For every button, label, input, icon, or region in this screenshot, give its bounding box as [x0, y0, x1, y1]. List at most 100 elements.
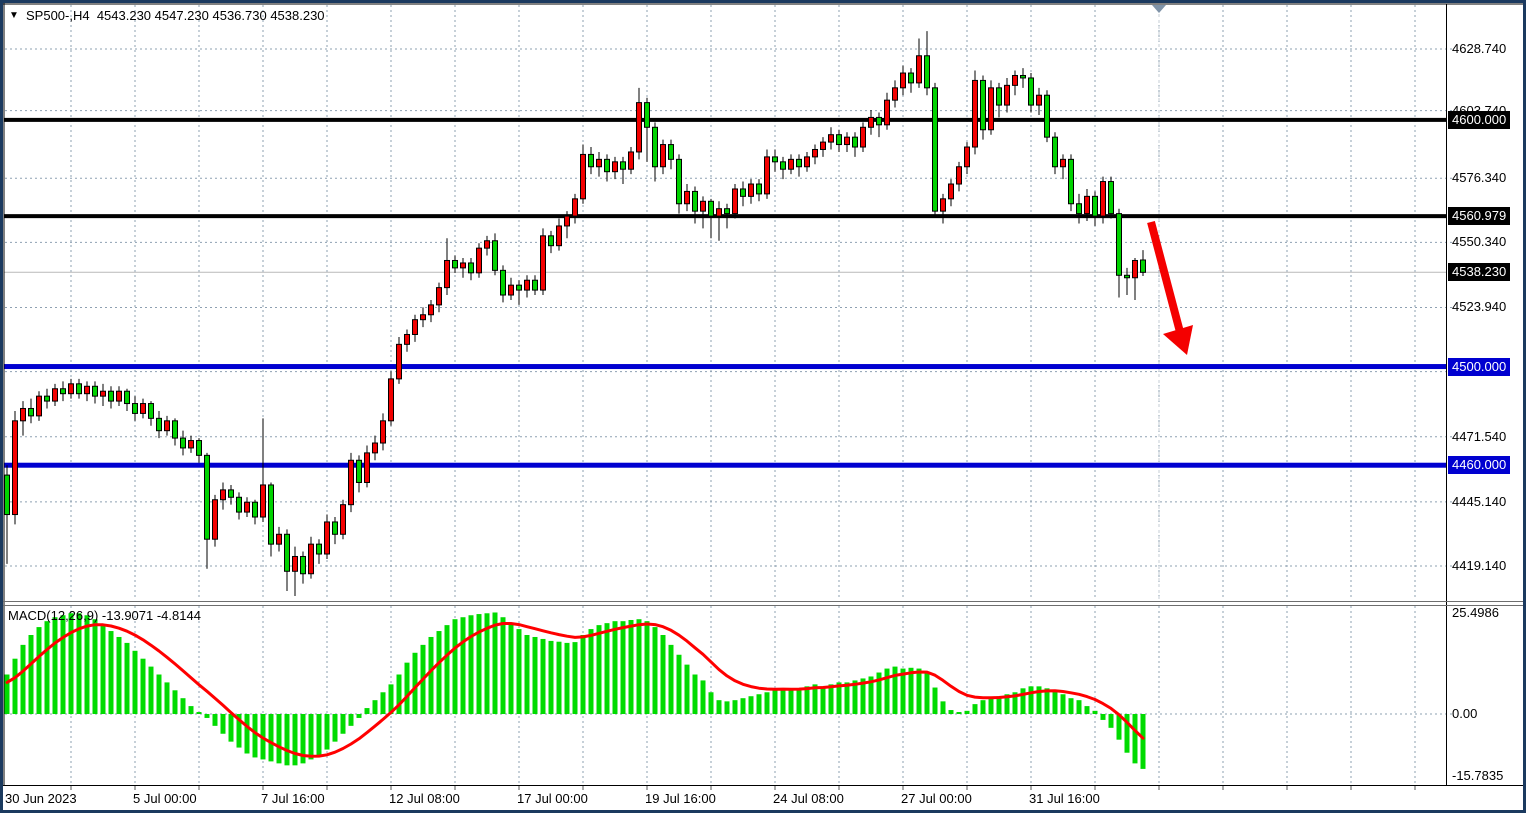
candle-body [1132, 259, 1138, 279]
horizontal-line-4500[interactable] [4, 364, 1446, 370]
candle-body [660, 144, 666, 168]
macd-axis-label: 25.4986 [1452, 605, 1499, 621]
candle-body [164, 420, 170, 432]
candle-body [516, 284, 522, 291]
trend-arrow[interactable] [1147, 220, 1193, 355]
candle-body [420, 314, 426, 321]
candle-body [700, 200, 706, 212]
candle-body [1052, 136, 1058, 168]
grid [5, 5, 1452, 790]
candle-body [956, 166, 962, 185]
horizontal-line-4600[interactable] [4, 117, 1446, 122]
macd-axis-label: 0.00 [1452, 706, 1478, 721]
candle-body [1116, 213, 1122, 276]
chart-collapse-icon[interactable]: ▼ [9, 10, 19, 21]
candle-body [556, 225, 562, 247]
candle-body [340, 504, 346, 535]
candle-body [332, 521, 338, 535]
candle-body [476, 247, 482, 274]
candle-body [980, 79, 986, 131]
candle-body [916, 55, 922, 84]
candle-body [236, 496, 242, 513]
time-axis-label: 31 Jul 16:00 [1029, 791, 1100, 806]
candles [4, 31, 1146, 596]
panel-borders [3, 3, 1523, 786]
candle-body [124, 390, 130, 405]
price-axis-label: 4523.940 [1452, 299, 1507, 315]
candle-body [276, 533, 282, 545]
candle-body [508, 284, 514, 296]
candle-body [532, 279, 538, 291]
candle-body [1012, 74, 1018, 86]
candle-body [676, 158, 682, 205]
window-frame-bottom [0, 810, 1526, 813]
price-level-badge: 4560.979 [1448, 207, 1511, 226]
candle-body [716, 208, 722, 217]
horizontal-line-4460[interactable] [4, 462, 1446, 468]
candle-body [356, 459, 362, 483]
candle-body [1044, 94, 1050, 138]
candle-body [68, 383, 74, 395]
candle-body [92, 385, 98, 397]
candle-body [316, 543, 322, 555]
candle-body [492, 240, 498, 271]
candle-body [4, 474, 10, 516]
candle-body [684, 190, 690, 205]
candle-body [28, 407, 34, 417]
candle-body [196, 440, 202, 456]
candle-body [132, 403, 138, 414]
macd-axis-label: -15.7835 [1452, 768, 1504, 784]
candle-body [380, 420, 386, 444]
candle-body [452, 259, 458, 269]
candle-body [484, 240, 490, 249]
candle-body [116, 390, 122, 402]
candle-body [772, 156, 778, 163]
candle-body [268, 484, 274, 545]
candle-body [428, 304, 434, 316]
candle-body [284, 533, 290, 572]
candle-body [604, 158, 610, 173]
candle-body [708, 200, 714, 217]
candle-body [836, 134, 842, 146]
candle-body [1108, 181, 1114, 215]
candle-body [796, 158, 802, 168]
chart-title-ohlc: SP500-,H4 4543.230 4547.230 4536.730 453… [26, 8, 325, 23]
time-axis-label: 17 Jul 00:00 [517, 791, 588, 806]
price-axis-label: 4628.740 [1452, 41, 1507, 56]
chart-shift-marker[interactable] [1152, 5, 1166, 600]
macd-histogram [4, 612, 1146, 769]
candle-body [404, 333, 410, 345]
candle-body [412, 319, 418, 335]
candle-body [300, 555, 306, 575]
time-axis-label: 19 Jul 16:00 [645, 791, 716, 806]
candle-body [220, 489, 226, 501]
candle-body [580, 153, 586, 200]
candle-body [1124, 274, 1130, 279]
candle-body [44, 395, 50, 402]
candle-body [740, 188, 746, 197]
price-axis-label: 4576.340 [1452, 170, 1507, 186]
candle-body [612, 161, 618, 173]
candle-body [572, 198, 578, 217]
candle-body [140, 403, 146, 414]
horizontal-line-4560.979[interactable] [4, 214, 1446, 219]
candle-body [540, 235, 546, 291]
candle-body [564, 215, 570, 227]
candle-body [548, 235, 554, 247]
candle-body [108, 390, 114, 402]
time-axis[interactable] [4, 786, 1446, 810]
candle-body [148, 403, 154, 419]
candle-body [396, 343, 402, 380]
candle-body [940, 198, 946, 212]
candle-body [804, 156, 810, 168]
candle-body [788, 158, 794, 170]
time-axis-label: 5 Jul 00:00 [133, 791, 197, 806]
candle-body [596, 158, 602, 168]
candle-body [812, 148, 818, 158]
price-axis-label: 4550.340 [1452, 234, 1507, 250]
candle-body [828, 134, 834, 143]
candle-body [156, 417, 162, 432]
time-axis-label: 7 Jul 16:00 [261, 791, 325, 806]
